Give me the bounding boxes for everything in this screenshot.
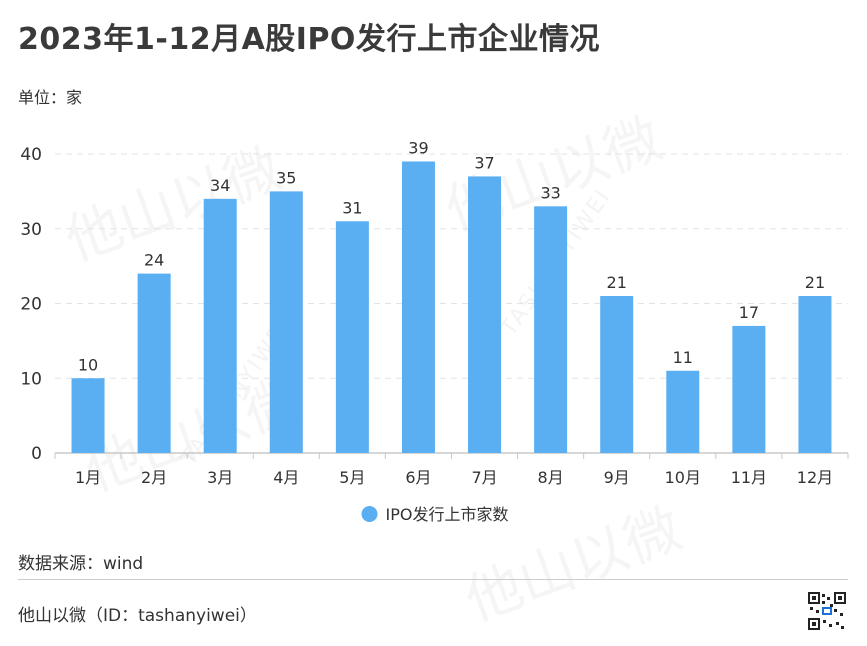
x-tick-label: 4月 [273,468,299,487]
chart-title: 2023年1-12月A股IPO发行上市企业情况 [18,22,600,57]
data-label: 11 [673,348,693,367]
x-tick-label: 1月 [75,468,101,487]
x-tick-label: 2月 [141,468,167,487]
data-label: 10 [78,355,98,374]
legend-marker [361,506,378,522]
unit-label: 单位：家 [18,88,83,107]
data-label: 33 [540,183,560,202]
y-tick-label: 0 [31,444,42,464]
data-label: 31 [342,198,362,217]
bar [335,221,369,453]
data-label: 21 [607,273,627,292]
bar [269,191,303,453]
bar [666,370,700,453]
source-label: 数据来源：wind [18,554,144,574]
bar [468,176,502,454]
bar-chart: 0 10 20 30 40 10 1月 24 2月 34 3月 35 4月 31 5月 39 6月 37 7月 33 8… [20,138,849,524]
data-label: 21 [805,273,825,292]
y-tick-label: 10 [20,369,42,389]
legend-label: IPO发行上市家数 [386,505,509,524]
data-label: 34 [210,176,230,195]
qr-code-icon [808,592,846,630]
bar [534,206,568,453]
footer-divider [18,579,848,580]
y-tick-label: 30 [20,220,42,240]
x-tick-label: 3月 [207,468,233,487]
x-tick-label: 7月 [471,468,497,487]
footer-label: 他山以微（ID：tashanyiwei） [18,606,257,626]
data-label: 37 [474,153,494,172]
bar [71,378,105,453]
x-tick-label: 10月 [665,468,701,487]
x-tick-label: 6月 [405,468,431,487]
data-label: 17 [739,303,759,322]
y-tick-label: 20 [20,295,42,315]
bar [203,198,237,453]
x-tick-label: 8月 [538,468,564,487]
y-tick-label: 40 [20,145,42,165]
bar [600,296,634,453]
data-label: 39 [408,138,428,157]
x-tick-label: 5月 [339,468,365,487]
bar [401,161,435,453]
data-label: 35 [276,168,296,187]
x-tick-label: 11月 [731,468,767,487]
x-tick-label: 12月 [797,468,833,487]
data-label: 24 [144,251,164,270]
bar [732,325,766,453]
x-tick-label: 9月 [604,468,630,487]
bar [798,296,832,453]
bar [137,273,171,453]
